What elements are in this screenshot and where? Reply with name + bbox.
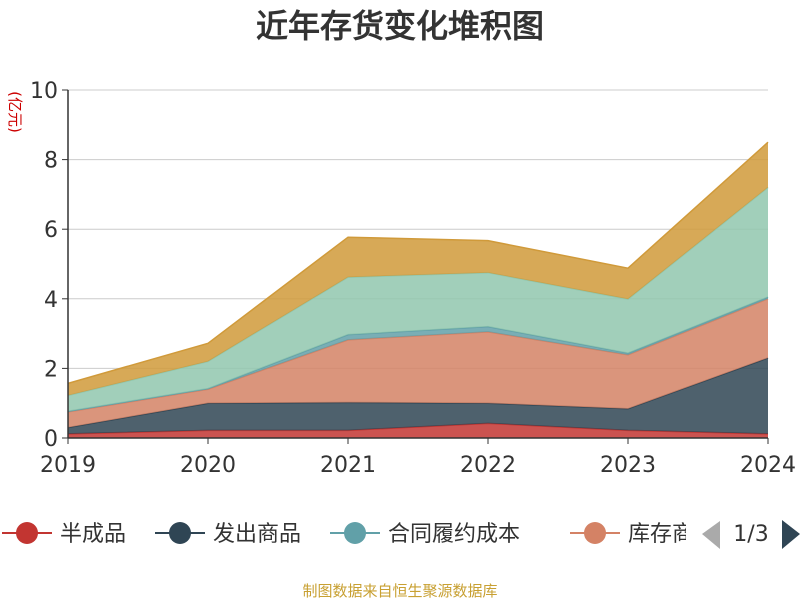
legend-page-indicator: 1/3 — [733, 522, 768, 547]
area-series-2[interactable] — [68, 357, 768, 434]
legend-item[interactable]: 半成品 — [2, 522, 126, 547]
area-series-layer — [67, 141, 769, 438]
legend-label: 库存商 — [628, 522, 694, 547]
legend-label: 半成品 — [60, 522, 126, 547]
area-series-edge-1 — [67, 422, 769, 435]
data-source-note: 制图数据来自恒生聚源数据库 — [302, 582, 497, 600]
legend: 半成品 发出商品 合同履约成本 库存商 — [2, 522, 694, 547]
y-axis-unit-label: (亿元) — [6, 91, 24, 133]
area-series-6[interactable] — [68, 142, 768, 396]
area-series-5[interactable] — [68, 187, 768, 412]
legend-marker — [344, 522, 366, 544]
y-tick-label: 0 — [44, 427, 58, 452]
legend-item[interactable]: 发出商品 — [155, 522, 301, 547]
x-tick-label: 2021 — [320, 453, 376, 478]
legend-marker — [584, 522, 606, 544]
legend-label: 发出商品 — [213, 522, 301, 547]
legend-marker — [169, 522, 191, 544]
x-tick-label: 2024 — [740, 453, 796, 478]
legend-marker — [16, 522, 38, 544]
x-tick-label: 2023 — [600, 453, 656, 478]
legend-item[interactable]: 合同履约成本 — [330, 522, 520, 547]
y-tick-label: 4 — [44, 288, 58, 313]
chart-title: 近年存货变化堆积图 — [256, 7, 544, 45]
legend-label: 合同履约成本 — [388, 522, 520, 547]
y-tick-label: 6 — [44, 218, 58, 243]
x-tick-label: 2020 — [180, 453, 236, 478]
y-tick-label: 2 — [44, 357, 58, 382]
legend-prev-arrow-icon[interactable] — [702, 521, 720, 549]
legend-pager: 1/3 — [702, 520, 800, 549]
legend-item[interactable]: 库存商 — [570, 522, 694, 547]
area-series-1[interactable] — [68, 423, 768, 438]
y-tick-label: 8 — [44, 149, 58, 174]
legend-next-arrow-icon[interactable] — [782, 520, 800, 549]
area-series-edge-6 — [67, 141, 769, 385]
axes: 0 2 4 6 8 10 2019 2020 2021 2022 2023 2024 — [30, 79, 796, 478]
area-series-3[interactable] — [68, 298, 768, 428]
x-tick-label: 2019 — [40, 453, 96, 478]
x-tick-label: 2022 — [460, 453, 516, 478]
y-tick-label: 10 — [30, 79, 58, 104]
